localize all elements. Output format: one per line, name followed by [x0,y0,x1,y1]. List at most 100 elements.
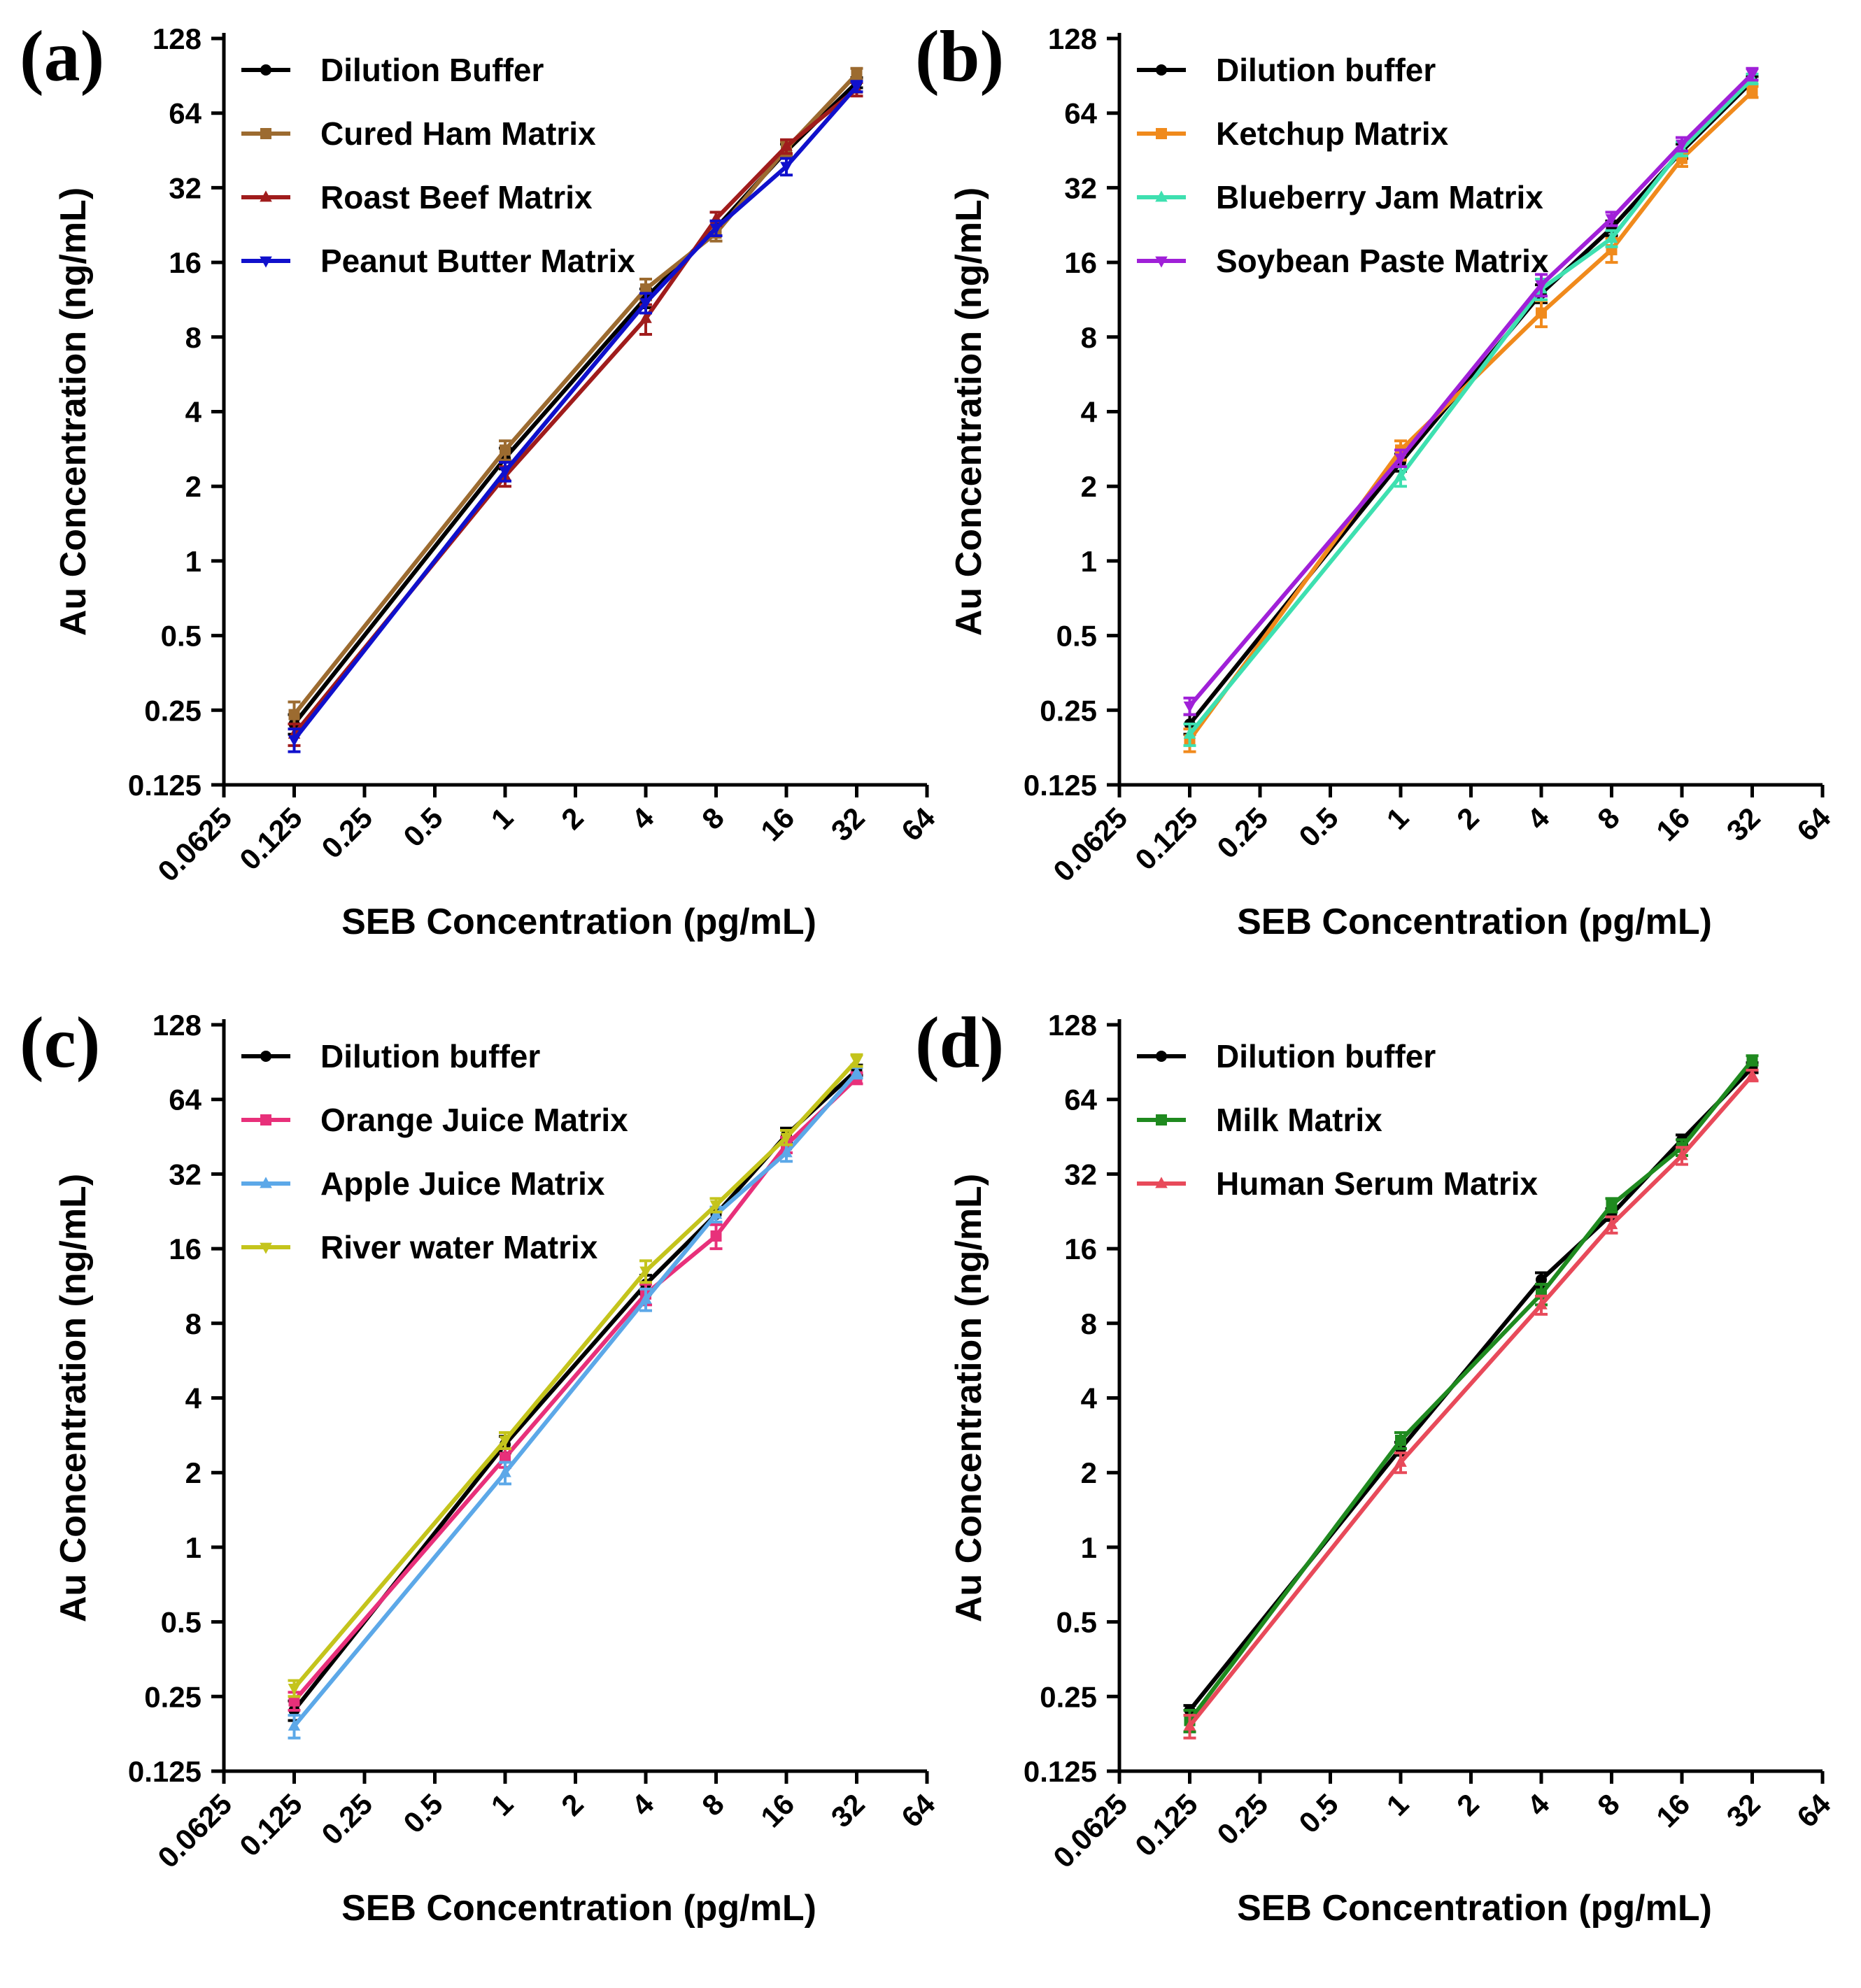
legend-label: Soybean Paste Matrix [1216,243,1549,279]
x-tick-label: 16 [1650,1787,1696,1833]
y-tick-label: 0.5 [161,1606,201,1639]
y-tick-label: 4 [1081,396,1098,429]
x-tick-label: 0.125 [233,1787,309,1863]
x-tick-label: 0.5 [1292,1787,1345,1840]
legend-marker [260,190,272,202]
series-line [1188,72,1754,708]
data-point [780,1133,793,1144]
x-tick-label: 8 [1591,801,1626,836]
data-point [1746,86,1758,98]
y-axis-title: Au Concentration (ng/mL) [53,1174,94,1622]
y-tick-label: 8 [185,321,201,354]
legend-label: Orange Juice Matrix [320,1102,628,1138]
series-line [292,1077,858,1703]
series-line [1188,1074,1754,1728]
legend-marker [1156,1051,1167,1062]
data-point [288,1695,300,1707]
y-tick-label: 2 [1081,1456,1097,1489]
data-point [639,298,652,310]
data-point [1746,69,1759,81]
y-tick-label: 1 [1081,545,1097,578]
y-tick-label: 0.125 [128,1755,201,1788]
x-tick-label: 4 [1521,801,1556,836]
y-tick-label: 16 [169,1233,201,1265]
y-tick-label: 128 [153,1009,201,1042]
data-point [288,735,301,747]
legend-marker [260,1051,271,1062]
y-tick-label: 32 [169,1158,201,1191]
y-axis-title: Au Concentration (ng/mL) [53,187,94,636]
x-tick-label: 1 [1380,1787,1415,1822]
legend-marker [1156,128,1167,139]
x-tick-label: 0.0625 [1047,801,1133,888]
x-tick-label: 0.25 [315,1787,378,1851]
y-tick-label: 64 [169,1084,201,1116]
y-tick-label: 1 [185,1531,201,1564]
legend-label: Ketchup Matrix [1216,115,1449,152]
x-tick-label: 4 [625,1787,660,1822]
legend-marker [1155,256,1168,268]
x-tick-label: 0.5 [397,801,449,853]
x-tick-label: 64 [895,1787,942,1834]
data-point [288,1719,301,1731]
y-tick-label: 16 [169,246,201,279]
data-point [1535,1298,1548,1309]
x-tick-label: 64 [1790,1787,1837,1834]
y-tick-label: 4 [185,396,202,429]
panel-label: (a) [20,16,104,97]
data-point [780,1146,793,1158]
y-tick-label: 0.125 [128,769,201,802]
legend-marker [260,256,272,268]
y-tick-label: 32 [169,171,201,204]
data-point [500,444,511,456]
data-point [850,1056,863,1067]
data-point [1394,453,1407,465]
series-line [1188,1058,1754,1722]
data-point [1536,307,1547,319]
legend-label: Apple Juice Matrix [320,1165,605,1202]
y-axis-title: Au Concentration (ng/mL) [949,187,989,636]
data-point [499,467,511,478]
x-tick-label: 64 [895,801,942,848]
y-tick-label: 2 [185,470,201,503]
x-tick-label: 2 [1450,1787,1485,1822]
data-point [500,1451,511,1463]
y-tick-label: 128 [1048,22,1097,55]
legend-label: Blueberry Jam Matrix [1216,179,1543,215]
y-tick-label: 0.5 [1056,620,1097,653]
y-tick-label: 32 [1064,1158,1097,1191]
data-point [850,1065,863,1077]
x-tick-label: 1 [485,801,520,836]
y-tick-label: 16 [1064,1233,1097,1265]
x-tick-label: 32 [825,1787,871,1833]
x-tick-label: 16 [1650,801,1696,847]
data-point [639,1292,652,1304]
y-axis-title: Au Concentration (ng/mL) [949,1174,989,1622]
legend-label: Cured Ham Matrix [320,115,596,152]
x-tick-label: 0.0625 [151,1787,238,1874]
data-point [1395,1435,1406,1447]
x-tick-label: 0.0625 [1047,1787,1133,1874]
y-tick-label: 8 [1081,321,1097,354]
x-tick-label: 1 [485,1787,520,1822]
data-point [1676,139,1688,151]
x-tick-label: 0.5 [397,1787,449,1840]
x-tick-label: 0.0625 [151,801,238,888]
series-line [292,1058,858,1690]
x-tick-label: 4 [1521,1787,1556,1822]
legend-marker [1156,1114,1167,1126]
legend-label: Human Serum Matrix [1216,1165,1538,1202]
panel-label: (b) [915,16,1004,97]
y-tick-label: 0.5 [1056,1606,1097,1639]
x-tick-label: 2 [1450,801,1485,836]
data-point [780,162,793,173]
y-tick-label: 0.25 [144,1680,201,1713]
legend-marker [260,1177,272,1188]
legend-label: Roast Beef Matrix [320,179,593,215]
data-point [1394,1455,1407,1467]
data-point [1536,1274,1547,1286]
y-tick-label: 128 [1048,1009,1097,1042]
